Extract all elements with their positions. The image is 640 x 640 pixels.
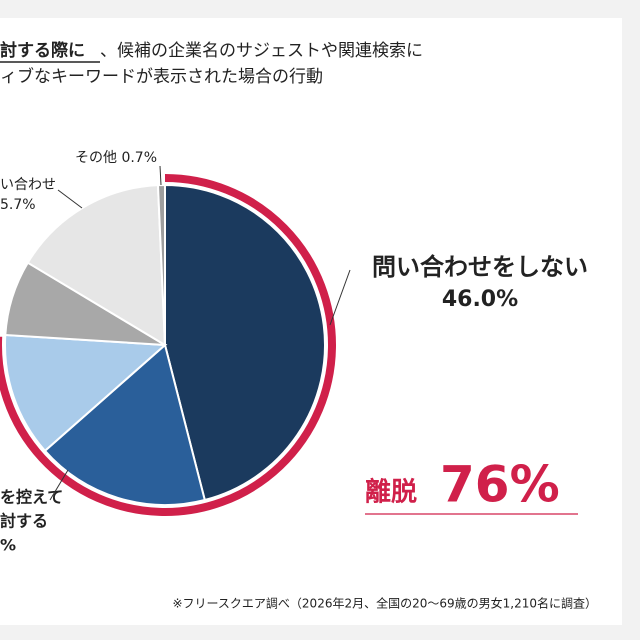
pie-slice: [26, 184, 167, 347]
pie-slice: [164, 183, 326, 502]
pie-slice: [156, 183, 166, 346]
title-emphasis: 討する際に: [0, 40, 85, 61]
slice-label: 46.0%: [442, 287, 518, 312]
highlight-ring: [0, 174, 336, 516]
leader-line: [329, 269, 351, 326]
pie-slice: [43, 343, 207, 506]
slice-label: を控えて: [0, 488, 63, 507]
slice-label: い合わせ: [0, 177, 56, 193]
leader-line: [57, 189, 83, 209]
leader-line: [49, 469, 69, 501]
slice-label: 討する: [0, 512, 48, 531]
pie-slice: [4, 333, 168, 453]
title: ィブなキーワードが表示された場合の行動: [0, 66, 323, 87]
leader-line: [159, 165, 162, 186]
highlight-value: 76%: [440, 456, 560, 514]
slice-label: %: [0, 536, 16, 555]
title: 、候補の企業名のサジェストや関連検索に: [100, 41, 423, 61]
slice-label: その他 0.7%: [75, 150, 157, 166]
footnote: ※フリースクエア調べ（2026年2月、全国の20〜69歳の男女1,210名に調査…: [172, 596, 597, 611]
highlight-label: 離脱: [365, 477, 417, 508]
slice-label: 問い合わせをしない: [372, 253, 588, 281]
slice-label: 5.7%: [0, 197, 36, 213]
